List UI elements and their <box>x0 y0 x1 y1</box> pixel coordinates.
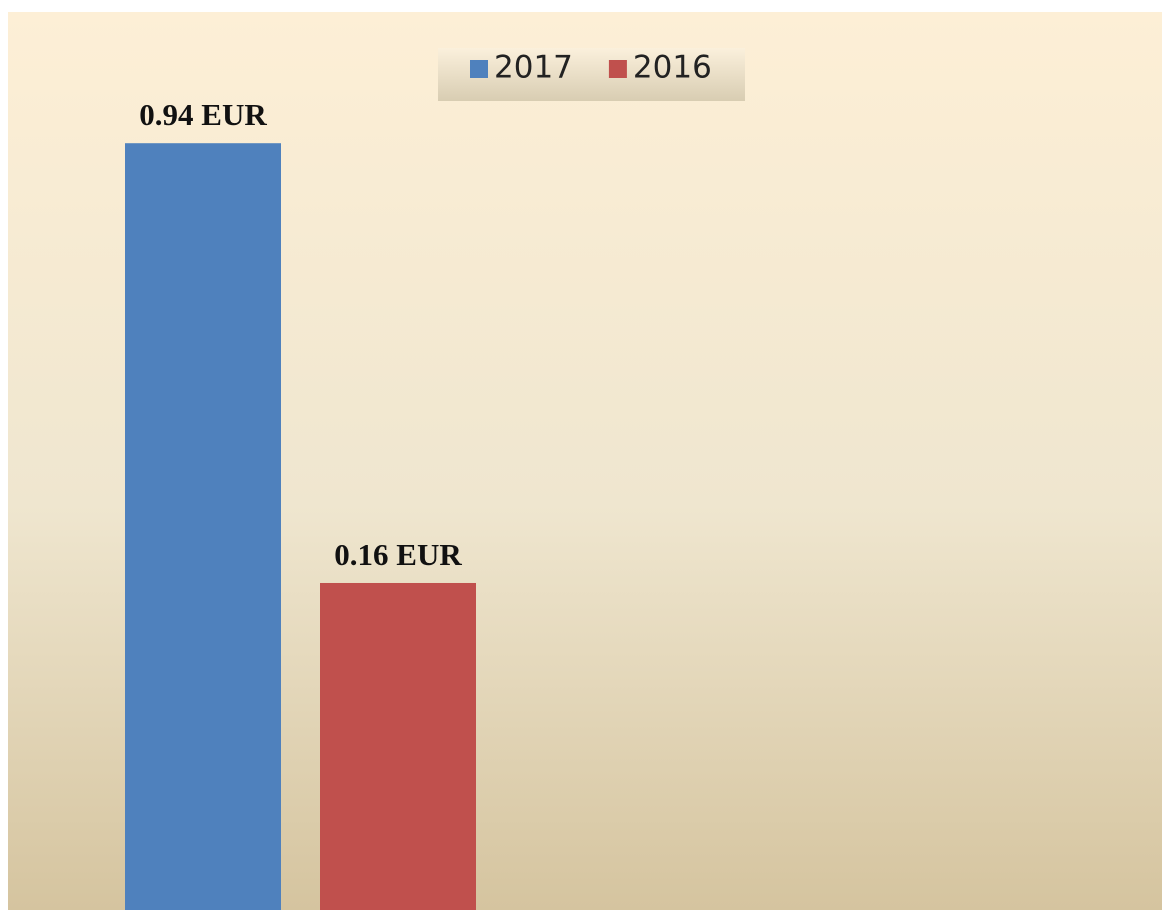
legend-box <box>438 48 745 101</box>
bar <box>125 143 281 910</box>
legend-label: 2017 <box>494 50 573 86</box>
legend-swatch <box>470 60 488 78</box>
data-label: 0.94 EUR <box>139 97 267 132</box>
legend: 2017 2016 <box>470 50 712 86</box>
data-label: 0.16 EUR <box>334 537 462 572</box>
legend-label: 2016 <box>633 50 712 86</box>
legend-swatch <box>608 60 627 78</box>
bar <box>320 582 476 910</box>
